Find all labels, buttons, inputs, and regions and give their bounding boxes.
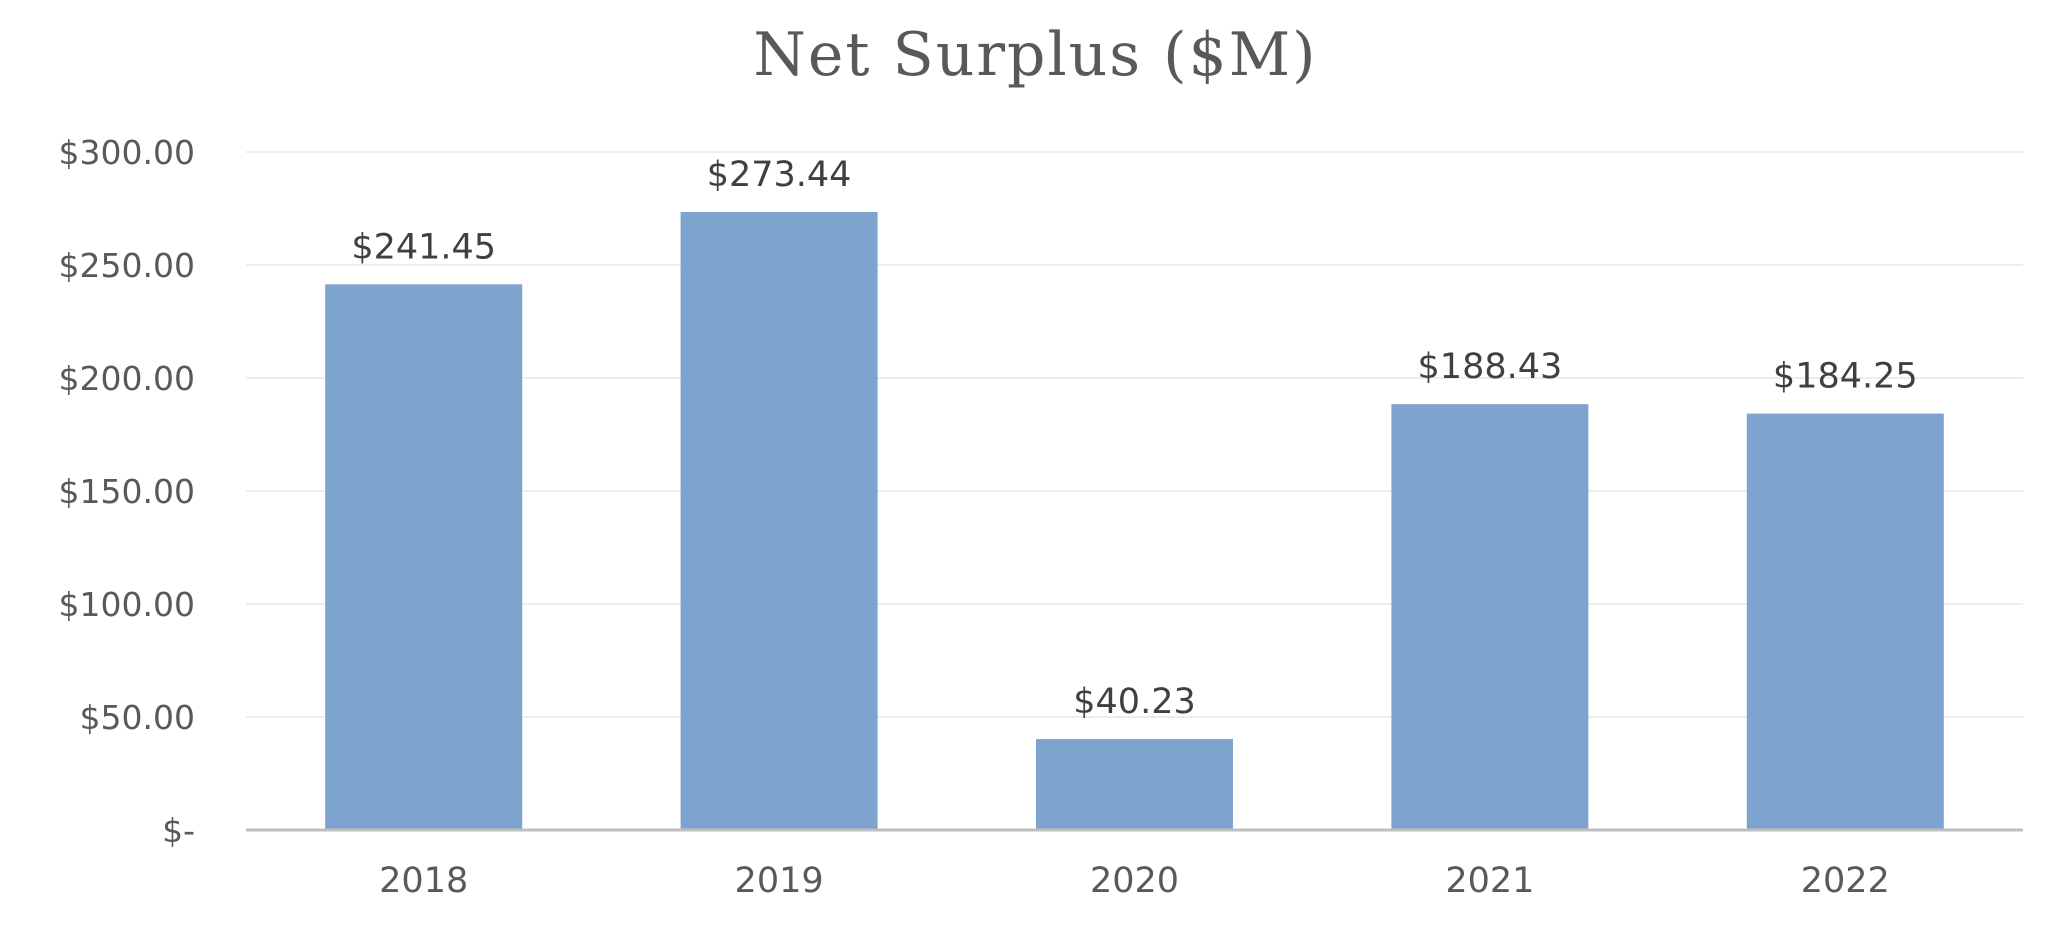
x-tick-label: 2020 bbox=[1090, 861, 1179, 901]
x-tick-label: 2018 bbox=[379, 861, 468, 901]
data-label: $273.44 bbox=[707, 155, 852, 195]
x-tick-label: 2019 bbox=[735, 861, 824, 901]
y-tick-label: $300.00 bbox=[59, 133, 195, 172]
x-tick-label: 2021 bbox=[1445, 861, 1534, 901]
y-tick-label: $100.00 bbox=[59, 585, 195, 624]
y-tick-label: $250.00 bbox=[59, 246, 195, 285]
y-tick-label: $50.00 bbox=[80, 698, 195, 737]
x-tick-label: 2022 bbox=[1801, 861, 1890, 901]
data-label: $184.25 bbox=[1773, 357, 1918, 397]
y-tick-label: $150.00 bbox=[59, 472, 195, 511]
bar bbox=[325, 284, 523, 830]
bar bbox=[680, 212, 878, 830]
y-tick-label: $200.00 bbox=[59, 359, 195, 398]
data-label: $188.43 bbox=[1418, 347, 1563, 387]
y-tick-label: $- bbox=[162, 811, 195, 850]
bar bbox=[1391, 404, 1589, 830]
bar bbox=[1746, 413, 1944, 830]
bar bbox=[1036, 739, 1233, 830]
chart-title: Net Surplus ($M) bbox=[753, 20, 1318, 90]
data-label: $241.45 bbox=[351, 227, 496, 267]
data-label: $40.23 bbox=[1073, 682, 1195, 722]
